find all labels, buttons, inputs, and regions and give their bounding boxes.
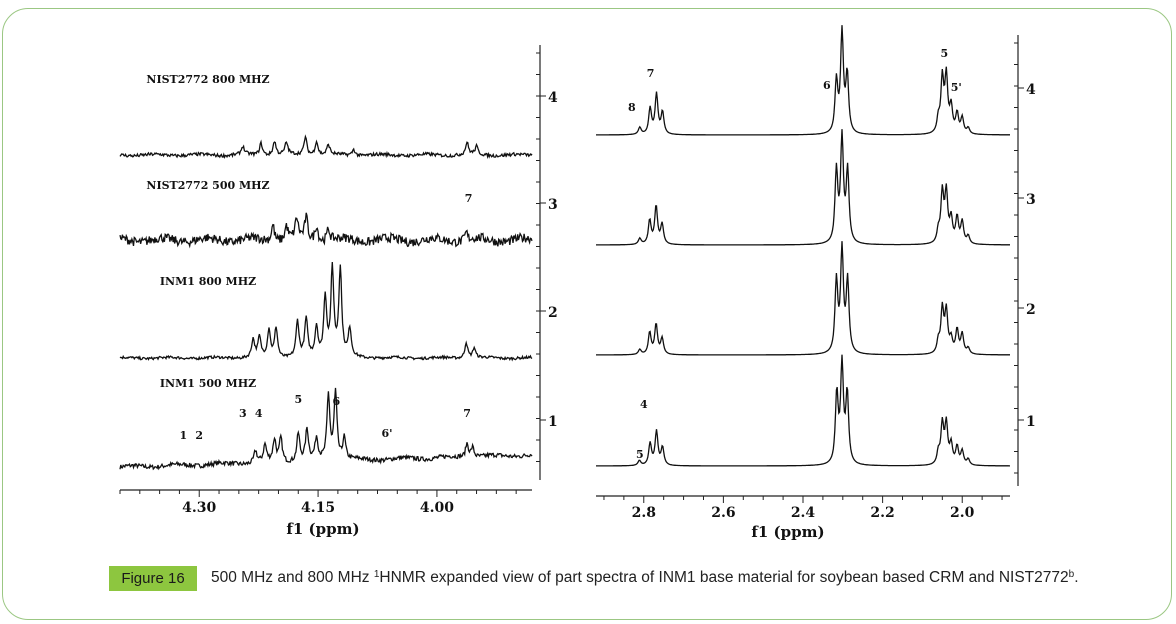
y-tick-label: 1 [1026,414,1036,430]
x-tick-label: 2.2 [870,505,894,521]
peak-annotation: 4 [640,398,648,411]
x-tick-label: 2.4 [791,505,816,521]
peak-annotation: 6' [381,427,392,440]
peak-annotation: 1 [180,429,188,442]
figure-label: Figure 16 [109,566,197,591]
peak-annotation: 5 [940,47,948,60]
spectrum-trace [596,129,1010,246]
peak-annotation: 8 [628,101,636,114]
trace-label: INM1 800 MHZ [160,275,256,288]
x-tick-label: 2.0 [950,505,975,521]
x-axis-title: f1 (ppm) [286,520,359,538]
x-tick-label: 4.00 [420,500,454,516]
x-tick-label: 4.30 [182,500,216,516]
peak-annotation: 6 [332,395,340,408]
peak-annotation: 2 [195,429,203,442]
caption-part: HNMR expanded view of part spectra of IN… [379,569,1069,586]
spectrum-trace [119,387,533,471]
y-tick-label: 3 [1026,192,1036,208]
peak-annotation: 5' [951,81,962,94]
y-tick-label: 2 [1026,302,1036,318]
figure-caption: 500 MHz and 800 MHz 1HNMR expanded view … [211,564,1091,588]
x-axis-title: f1 (ppm) [751,523,824,541]
spectrum-trace [596,241,1010,356]
trace-label: INM1 500 MHZ [160,377,256,390]
peak-annotation: 7 [463,407,471,420]
caption-part: 500 MHz and 800 MHz [211,569,374,586]
x-tick-label: 2.8 [632,505,656,521]
peak-annotation: 5 [636,448,644,461]
figure-frame [2,8,1172,620]
peak-annotation: 6 [823,79,831,92]
peak-annotation: 7 [647,67,655,80]
spectrum-trace [596,25,1010,136]
spectrum-trace [596,354,1010,467]
caption-superscript: b [1068,569,1075,580]
y-tick-label: 4 [548,90,558,106]
y-tick-label: 4 [1026,82,1036,98]
y-tick-label: 2 [548,305,558,321]
y-tick-label: 1 [548,414,558,430]
x-tick-label: 2.6 [711,505,735,521]
peak-annotation: 5 [294,393,302,406]
peak-annotation: 4 [255,407,263,420]
trace-label: NIST2772 800 MHZ [146,73,269,86]
spectrum-trace [119,261,533,362]
spectrum-trace [119,134,533,160]
trace-label: NIST2772 500 MHZ [146,179,269,192]
peak-annotation: 7 [465,192,473,205]
spectrum-trace [119,212,533,249]
x-tick-label: 4.15 [301,500,335,516]
caption-part: . [1074,569,1079,586]
y-tick-label: 3 [548,197,558,213]
peak-annotation: 3 [239,407,247,420]
caption-superscript: 1 [373,569,380,580]
